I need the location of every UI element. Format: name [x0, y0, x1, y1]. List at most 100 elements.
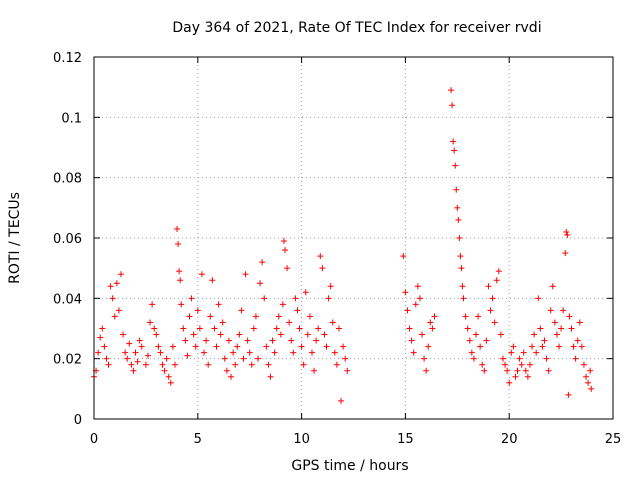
data-point: [553, 331, 560, 338]
data-point: [458, 265, 465, 272]
x-tick-label: 25: [605, 432, 622, 447]
data-point: [574, 337, 581, 344]
data-point: [105, 361, 112, 368]
data-point: [113, 280, 120, 287]
data-point: [514, 367, 521, 374]
data-point: [163, 355, 170, 362]
data-point: [524, 373, 531, 380]
data-point: [215, 301, 222, 308]
data-point: [404, 307, 411, 314]
chart-title: Day 364 of 2021, Rate Of TEC Index for r…: [172, 20, 541, 36]
data-point: [448, 87, 455, 94]
data-point: [144, 352, 151, 359]
data-point: [470, 355, 477, 362]
data-point: [493, 277, 500, 284]
data-point: [232, 361, 239, 368]
data-point: [136, 337, 143, 344]
data-point: [115, 307, 122, 314]
data-point: [246, 349, 253, 356]
data-point: [452, 162, 459, 169]
data-point: [107, 283, 114, 290]
data-point: [531, 331, 538, 338]
data-point: [225, 337, 232, 344]
data-point: [95, 349, 102, 356]
data-point: [192, 343, 199, 350]
data-point: [315, 325, 322, 332]
data-point: [587, 367, 594, 374]
data-point: [138, 343, 145, 350]
data-point: [122, 349, 129, 356]
plot-frame: [93, 56, 614, 420]
data-point: [228, 373, 235, 380]
x-tick-label: 10: [293, 432, 310, 447]
data-point: [331, 349, 338, 356]
x-axis-title: GPS time / hours: [291, 458, 408, 474]
data-point: [132, 349, 139, 356]
data-point: [588, 385, 595, 392]
data-point: [487, 307, 494, 314]
x-tick-labels: 0 5 10 15 20 25: [90, 432, 621, 447]
data-point: [101, 343, 108, 350]
data-point: [568, 325, 575, 332]
data-point: [186, 313, 193, 320]
data-point: [583, 373, 590, 380]
data-point: [255, 355, 262, 362]
data-point: [304, 331, 311, 338]
data-point: [284, 265, 291, 272]
data-point: [280, 238, 287, 245]
data-point: [460, 295, 467, 302]
data-point: [510, 343, 517, 350]
data-point: [288, 337, 295, 344]
data-point: [277, 331, 284, 338]
data-point: [455, 216, 462, 223]
data-point: [281, 247, 288, 254]
data-point: [248, 361, 255, 368]
data-point: [454, 204, 461, 211]
data-point: [296, 325, 303, 332]
data-point: [298, 343, 305, 350]
data-point: [240, 355, 247, 362]
data-point: [174, 225, 181, 232]
data-point: [485, 283, 492, 290]
data-point: [308, 349, 315, 356]
data-point: [223, 367, 230, 374]
y-tick-labels: 0 0.02 0.04 0.06 0.08 0.1 0.12: [53, 51, 82, 428]
data-point: [149, 301, 156, 308]
data-point: [543, 355, 550, 362]
y-tick-label: 0.12: [53, 51, 82, 66]
data-point: [344, 367, 351, 374]
y-tick-label: 0.04: [53, 292, 82, 307]
data-point: [416, 295, 423, 302]
data-point: [196, 325, 203, 332]
data-point: [317, 253, 324, 260]
data-point: [217, 331, 224, 338]
data-point: [306, 313, 313, 320]
data-point: [495, 268, 502, 275]
data-point: [421, 355, 428, 362]
data-point: [522, 367, 529, 374]
data-point: [342, 355, 349, 362]
grid-lines: [94, 57, 613, 419]
data-point: [286, 319, 293, 326]
y-tick-label: 0.02: [53, 353, 82, 368]
data-point: [535, 295, 542, 302]
data-point: [126, 340, 133, 347]
data-point: [236, 331, 243, 338]
data-point: [184, 352, 191, 359]
data-point: [450, 138, 457, 145]
data-point: [194, 307, 201, 314]
data-point: [419, 331, 426, 338]
data-point: [414, 283, 421, 290]
data-point: [165, 373, 172, 380]
data-point: [408, 337, 415, 344]
data-point: [533, 349, 540, 356]
data-point: [147, 319, 154, 326]
data-point: [211, 325, 218, 332]
data-point: [157, 349, 164, 356]
data-point: [576, 319, 583, 326]
y-axis-title: ROTI / TECUs: [7, 192, 23, 284]
data-point: [340, 343, 347, 350]
data-point: [279, 301, 286, 308]
data-point: [221, 355, 228, 362]
